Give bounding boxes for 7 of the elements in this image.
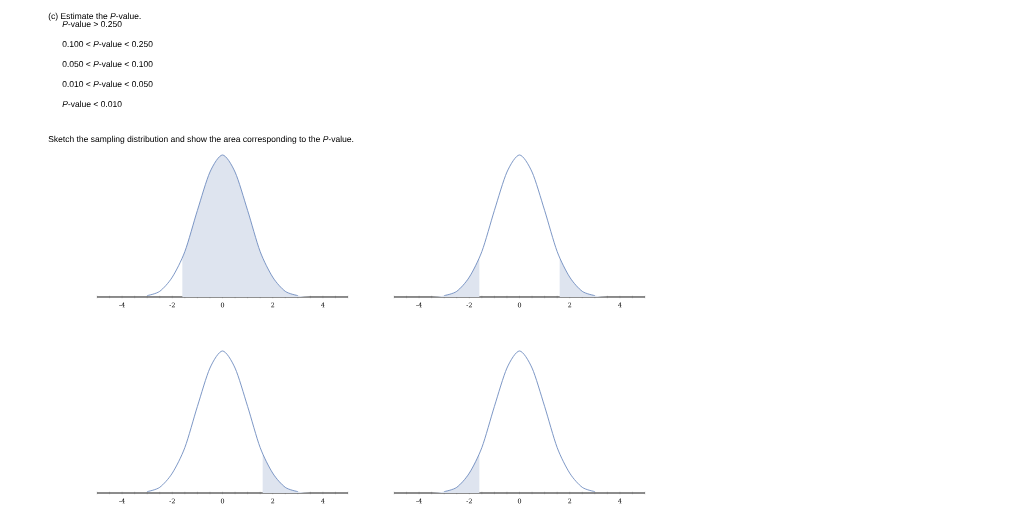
text: P-value < 0.010 xyxy=(62,100,122,108)
text: 0.100 < P-value < 0.250 xyxy=(62,40,153,48)
text: 0.050 < P-value < 0.100 xyxy=(62,60,153,68)
text: (c) Estimate the P-value. xyxy=(48,12,141,21)
text: P-value > 0.250 xyxy=(62,20,122,28)
text: Sketch the sampling distribution and show the area corresponding to the P-value. xyxy=(48,135,354,144)
text: 0.010 < P-value < 0.050 xyxy=(62,80,153,88)
